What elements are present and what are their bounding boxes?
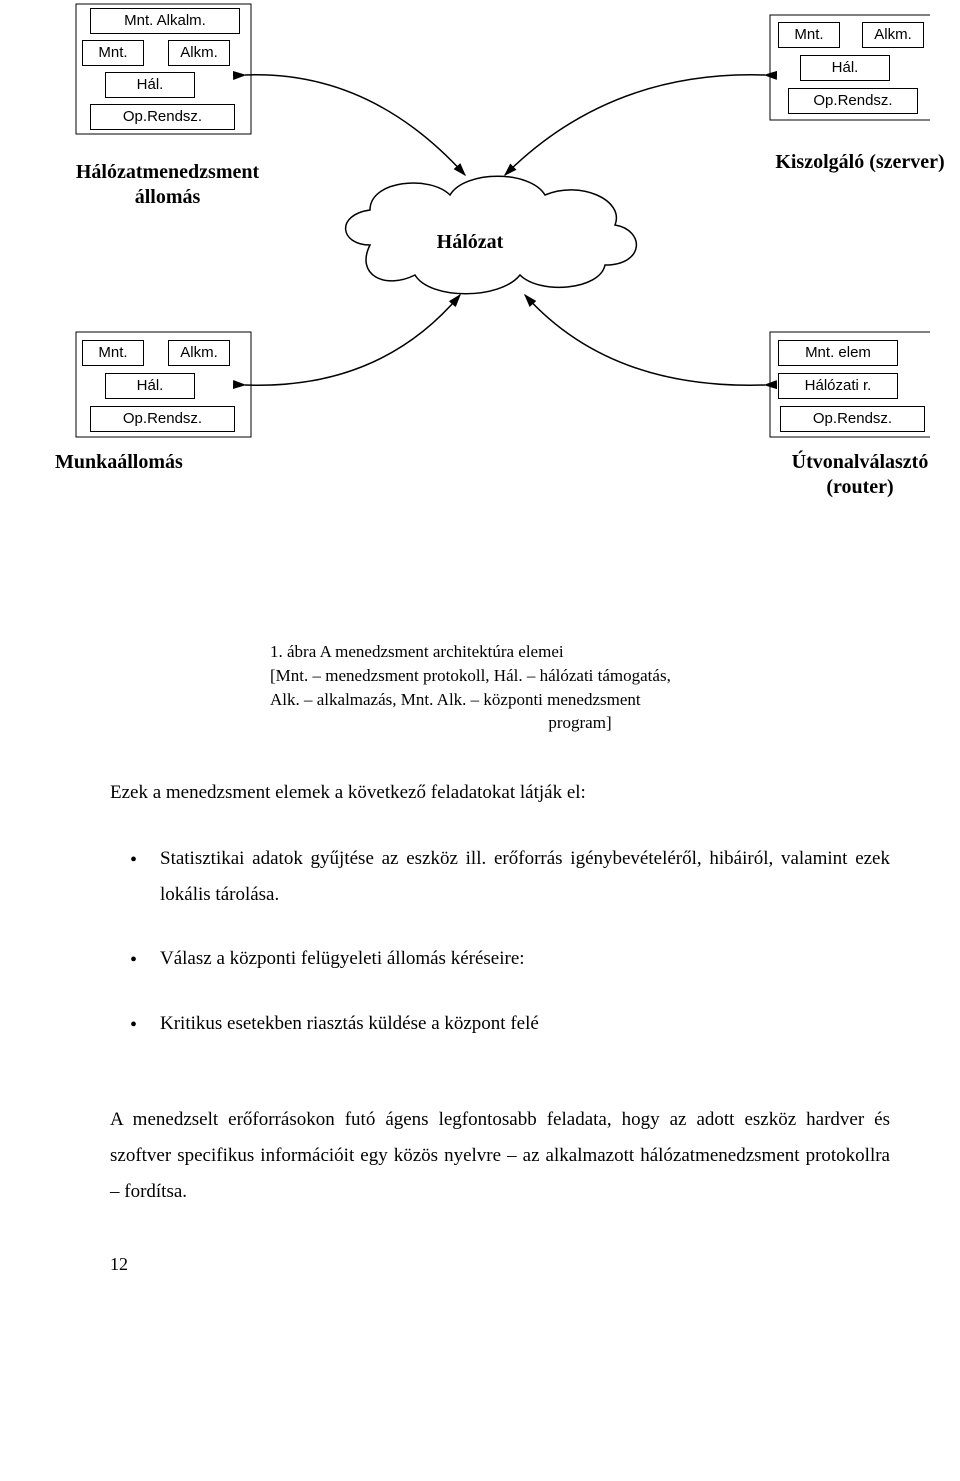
node-ws-mnt: Mnt.	[82, 340, 144, 366]
node-mnt: Mnt.	[82, 40, 144, 66]
caption-line-3: Alk. – alkalmazás, Mnt. Alk. – központi …	[270, 688, 890, 712]
node-hal: Hál.	[105, 72, 195, 98]
label-mgmt-station: Hálózatmenedzsment állomás	[45, 160, 290, 210]
label-network: Hálózat	[370, 230, 570, 255]
list-item: Statisztikai adatok gyűjtése az eszköz i…	[130, 841, 890, 913]
caption-line-1: 1. ábra A menedzsment architektúra eleme…	[270, 640, 890, 664]
network-mgmt-diagram: Mnt. Alkalm. Mnt. Alkm. Hál. Op.Rendsz. …	[70, 0, 890, 600]
node-router-mntelem: Mnt. elem	[778, 340, 898, 366]
list-item: Kritikus esetekben riasztás küldése a kö…	[130, 1006, 890, 1042]
node-router-oprendsz: Op.Rendsz.	[780, 406, 925, 432]
list-item: Válasz a központi felügyeleti állomás ké…	[130, 941, 890, 977]
page-number: 12	[70, 1250, 890, 1279]
node-ws-oprendsz: Op.Rendsz.	[90, 406, 235, 432]
node-oprendsz: Op.Rendsz.	[90, 104, 235, 130]
body-paragraph: A menedzselt erőforrásokon futó ágens le…	[70, 1102, 890, 1210]
caption-line-4: program]	[270, 711, 890, 735]
node-ws-alkm: Alkm.	[168, 340, 230, 366]
intro-paragraph: Ezek a menedzsment elemek a következő fe…	[110, 775, 890, 811]
node-alkm: Alkm.	[168, 40, 230, 66]
label-server: Kiszolgáló (szerver)	[770, 150, 950, 175]
label-workstation: Munkaállomás	[55, 450, 255, 475]
label-router: Útvonalválasztó (router)	[760, 450, 960, 500]
node-router-halozati: Hálózati r.	[778, 373, 898, 399]
figure-caption: 1. ábra A menedzsment architektúra eleme…	[270, 640, 890, 735]
node-server-oprendsz: Op.Rendsz.	[788, 88, 918, 114]
caption-line-2: [Mnt. – menedzsment protokoll, Hál. – há…	[270, 664, 890, 688]
node-server-hal: Hál.	[800, 55, 890, 81]
node-server-mnt: Mnt.	[778, 22, 840, 48]
node-mnt-alkalm: Mnt. Alkalm.	[90, 8, 240, 34]
task-list: Statisztikai adatok gyűjtése az eszköz i…	[130, 841, 890, 1041]
node-ws-hal: Hál.	[105, 373, 195, 399]
node-server-alkm: Alkm.	[862, 22, 924, 48]
